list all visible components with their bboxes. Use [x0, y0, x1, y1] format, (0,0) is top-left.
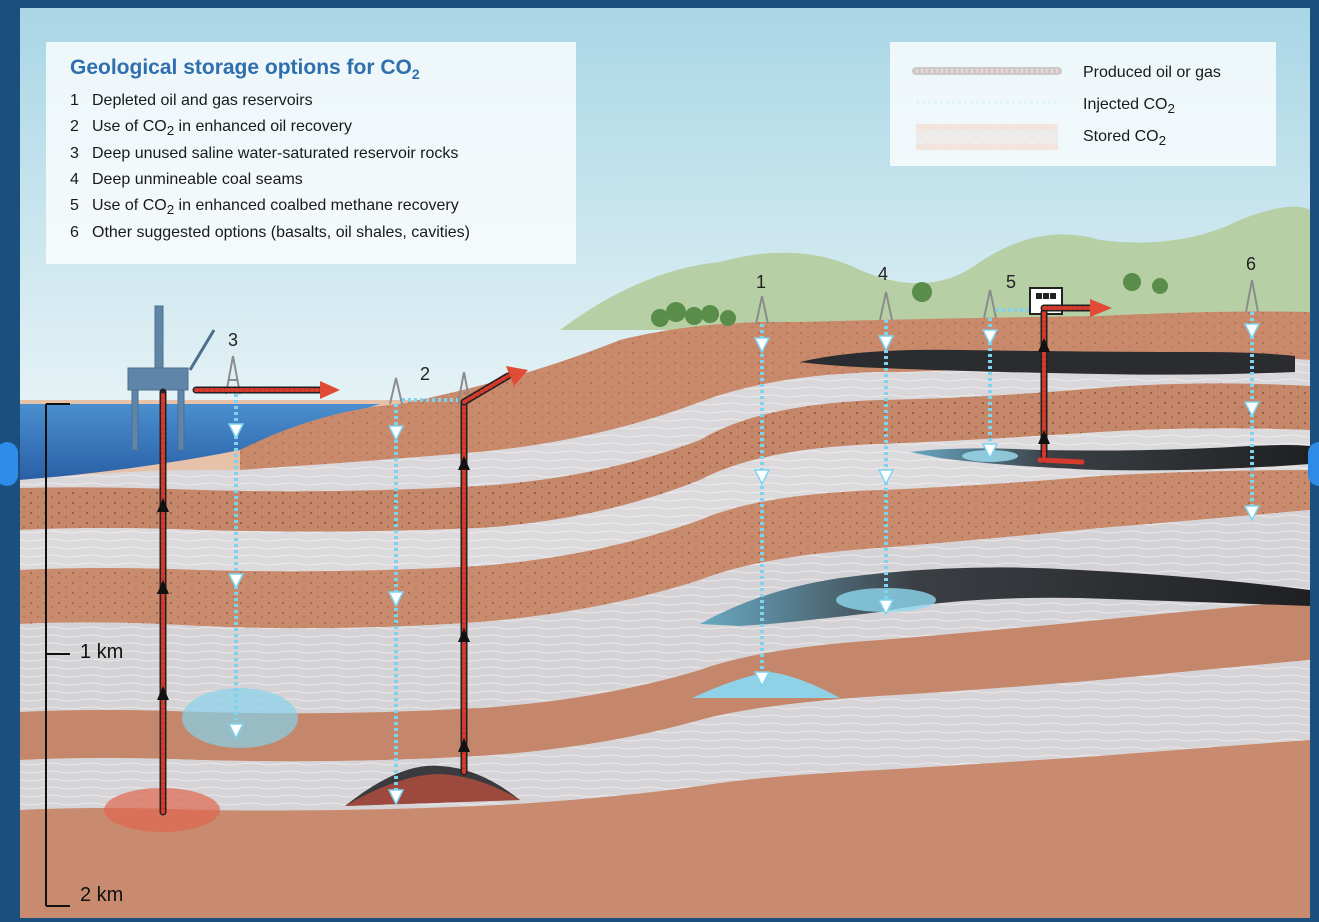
edge-decoration-right — [1308, 442, 1319, 486]
injection-arrowheads — [227, 323, 1261, 806]
options-legend-box — [46, 42, 576, 264]
sea — [20, 404, 380, 480]
produced-oil-site-2 — [345, 774, 520, 806]
derricks — [225, 279, 1259, 405]
site-label-6: 6 — [1246, 254, 1257, 274]
basement-layer — [20, 740, 1310, 918]
edge-decoration-left — [0, 442, 18, 486]
site-label-2: 2 — [420, 364, 431, 384]
legend-title: Geological storage options for CO2 — [70, 56, 420, 83]
option-3: 3 Deep unused saline water-saturated rese… — [70, 145, 459, 162]
key-injected-label: Injected CO2 — [1083, 96, 1175, 117]
land-hills — [560, 206, 1310, 330]
trees — [651, 273, 1168, 327]
scale-label-2km: 2 km — [80, 884, 124, 906]
key-stored-label: Stored CO2 — [1083, 128, 1167, 149]
scale-label-1km: 1 km — [80, 641, 124, 663]
site-label-1: 1 — [756, 272, 767, 292]
coal-seam-deep — [700, 567, 1310, 626]
site-label-4: 4 — [878, 264, 889, 284]
option-1: 1 Depleted oil and gas reservoirs — [70, 92, 313, 109]
upflow-arrows — [157, 338, 1050, 752]
key-produced-label: Produced oil or gas — [1083, 64, 1221, 81]
option-5: 5 Use of CO2 in enhanced coalbed methane … — [70, 197, 459, 218]
key-legend-box — [890, 42, 1276, 166]
depth-scale — [45, 403, 70, 907]
option-2: 2 Use of CO2 in enhanced oil recovery — [70, 118, 352, 139]
reservoir-layer-3 — [20, 600, 1310, 762]
coal-seam-middle — [910, 445, 1310, 471]
offshore-platform — [127, 305, 216, 451]
option-6: 6 Other suggested options (basalts, oil s… — [70, 224, 470, 241]
produced-arrowheads — [320, 299, 1112, 399]
site-label-5: 5 — [1006, 272, 1017, 292]
stored-co2-site-1 — [692, 672, 840, 698]
option-4: 4 Deep unmineable coal seams — [70, 171, 303, 188]
site-label-3: 3 — [228, 330, 239, 350]
stored-co2-site-3 — [182, 688, 298, 748]
